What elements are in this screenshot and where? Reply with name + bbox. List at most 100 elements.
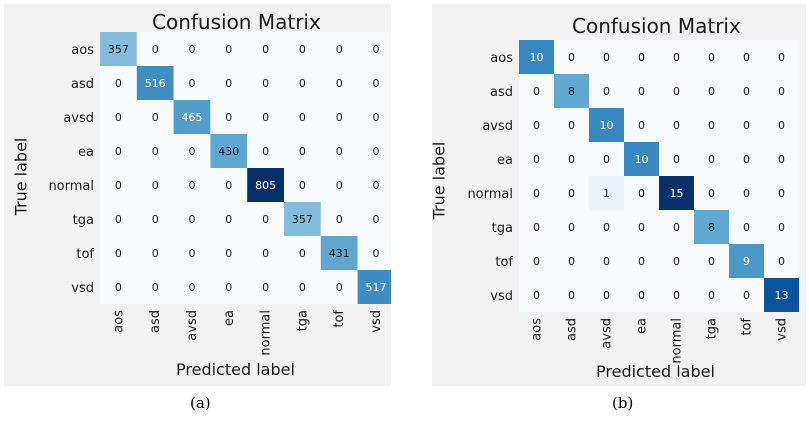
matrix-cell [100, 202, 137, 236]
matrix-cell [659, 210, 694, 244]
matrix-cell [136, 270, 174, 304]
matrix-cell [659, 74, 694, 108]
x-tick-label: ea [635, 318, 650, 334]
cell-value-label: 0 [115, 111, 122, 124]
matrix-cell [357, 32, 391, 66]
cell-value-label: 0 [603, 221, 610, 234]
cell-value-label: 0 [152, 43, 159, 56]
matrix-cell [624, 244, 659, 278]
cell-value-label: 0 [533, 289, 540, 302]
matrix-cell [764, 40, 799, 74]
cell-value-label: 0 [743, 85, 750, 98]
cell-value-label: 0 [115, 179, 122, 192]
matrix-cell [320, 66, 358, 100]
matrix-cell [320, 100, 358, 134]
cell-value-label: 0 [115, 145, 122, 158]
cell-value-label: 0 [568, 289, 575, 302]
cell-value-label: 0 [152, 179, 159, 192]
cell-value-label: 0 [225, 77, 232, 90]
matrix-cell [284, 134, 321, 168]
matrix-cell [357, 100, 391, 134]
chart-title: Confusion Matrix [572, 14, 741, 38]
cell-value-label: 0 [373, 179, 380, 192]
matrix-cell [100, 66, 137, 100]
cell-value-label: 0 [336, 43, 343, 56]
matrix-cell [729, 74, 764, 108]
matrix-cell [100, 270, 137, 304]
heatmap-a: 357 0 0 0 0 0 0 0 0 516 0 0 0 0 0 0 0 0 465 0 0 0 0 0 0 0 0 430 0 0 0 0… [48, 32, 391, 356]
matrix-cell [519, 210, 554, 244]
x-tick-label: vsd [369, 310, 384, 333]
cell-value-label: 0 [778, 221, 785, 234]
matrix-cell [100, 236, 137, 270]
cell-value-label: 0 [262, 43, 269, 56]
matrix-cell [357, 202, 391, 236]
matrix-cell [519, 278, 554, 312]
matrix-cell [284, 100, 321, 134]
matrix-cell [624, 142, 659, 176]
cell-value-label: 0 [225, 179, 232, 192]
matrix-cell [284, 202, 321, 236]
cell-value-label: 357 [108, 43, 129, 56]
y-tick-label: normal [48, 179, 94, 194]
matrix-cell [247, 134, 284, 168]
x-tick-label: normal [670, 318, 685, 364]
y-tick-label: avsd [63, 111, 94, 126]
cell-value-label: 0 [673, 153, 680, 166]
cell-value-label: 0 [115, 247, 122, 260]
x-axis-title: Predicted label [596, 362, 715, 381]
matrix-cell [764, 142, 799, 176]
cell-value-label: 0 [299, 145, 306, 158]
matrix-cell [624, 278, 659, 312]
matrix-cell [764, 176, 799, 210]
matrix-cell [173, 202, 211, 236]
matrix-cell [136, 202, 174, 236]
matrix-cell [173, 270, 211, 304]
cell-value-label: 0 [743, 221, 750, 234]
matrix-cell [136, 134, 174, 168]
cell-value-label: 0 [673, 51, 680, 64]
y-tick-label: vsd [490, 289, 513, 304]
x-tick-label: tof [740, 318, 755, 336]
cell-value-label: 0 [189, 281, 196, 294]
matrix-cell [659, 176, 694, 210]
cell-value-label: 0 [152, 145, 159, 158]
cell-value-label: 0 [568, 51, 575, 64]
cell-value-label: 0 [225, 43, 232, 56]
cell-value-label: 0 [778, 153, 785, 166]
matrix-cell [210, 134, 248, 168]
cell-value-label: 0 [299, 43, 306, 56]
cell-value-label: 0 [262, 213, 269, 226]
x-axis-title: Predicted label [176, 360, 295, 379]
matrix-cell [554, 278, 589, 312]
matrix-cell [247, 270, 284, 304]
cell-value-label: 0 [673, 85, 680, 98]
cell-value-label: 0 [299, 77, 306, 90]
cell-value-label: 0 [115, 213, 122, 226]
y-tick-label: tof [76, 247, 94, 262]
cell-value-label: 0 [638, 51, 645, 64]
matrix-cell [519, 74, 554, 108]
y-tick-label: asd [71, 77, 94, 92]
matrix-cell [624, 40, 659, 74]
cell-value-label: 0 [225, 247, 232, 260]
matrix-cell [694, 142, 729, 176]
matrix-cell [284, 32, 321, 66]
matrix-cell [659, 244, 694, 278]
matrix-cell [554, 210, 589, 244]
cell-value-label: 0 [568, 119, 575, 132]
cell-value-label: 0 [743, 153, 750, 166]
cell-value-label: 0 [115, 77, 122, 90]
matrix-cell [589, 74, 624, 108]
cell-value-label: 0 [189, 247, 196, 260]
cell-value-label: 0 [373, 111, 380, 124]
cell-value-label: 0 [673, 221, 680, 234]
cell-value-label: 0 [638, 255, 645, 268]
cell-value-label: 0 [603, 255, 610, 268]
x-tick-label: tga [295, 310, 310, 331]
matrix-cell [554, 108, 589, 142]
confusion-matrix-panel-a: Confusion Matrix Predicted label True la… [4, 4, 391, 386]
matrix-cell [729, 210, 764, 244]
matrix-cell [247, 202, 284, 236]
y-tick-label: aos [71, 43, 94, 58]
